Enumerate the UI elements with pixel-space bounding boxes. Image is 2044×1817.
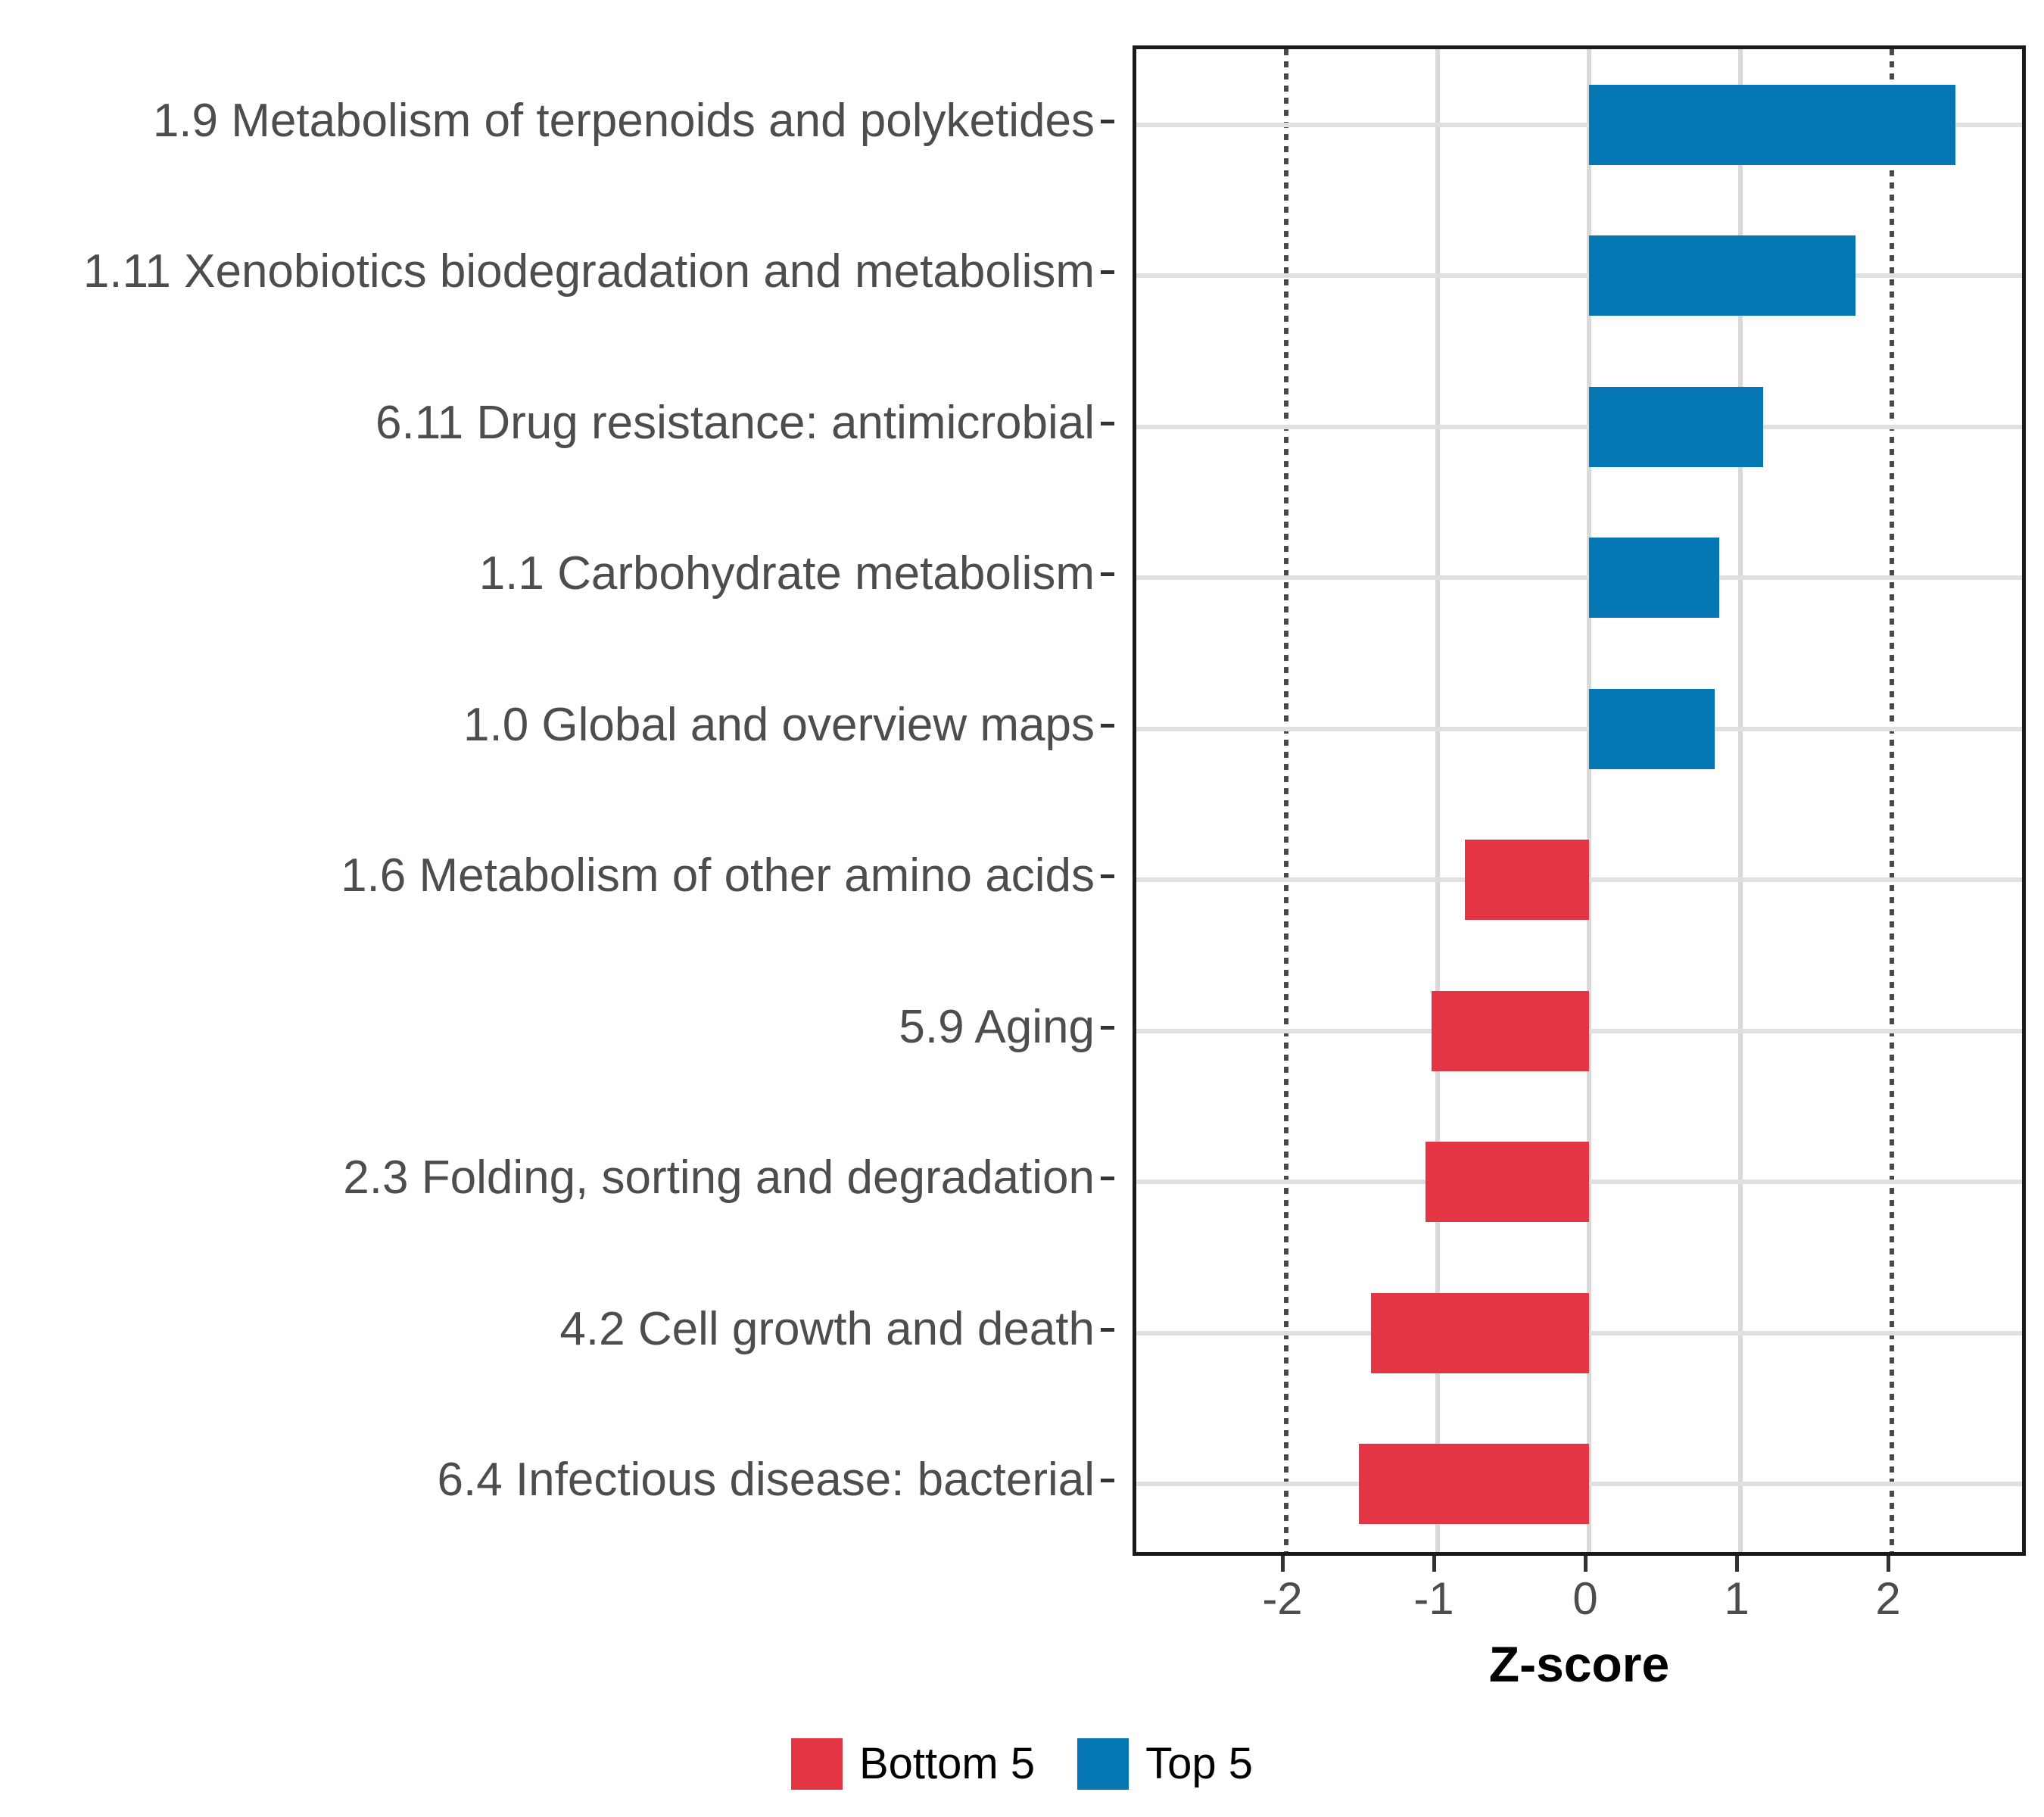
- reference-line: [1890, 49, 1894, 1552]
- y-axis-tick-label: 6.4 Infectious disease: bacterial: [437, 1454, 1095, 1507]
- y-axis-tick-mark: [1101, 874, 1114, 879]
- x-axis-tick-mark: [1281, 1556, 1285, 1572]
- bar[interactable]: [1589, 538, 1719, 619]
- y-axis-tick-mark: [1101, 119, 1114, 123]
- reference-line: [1284, 49, 1288, 1552]
- x-axis-tick-mark: [1887, 1556, 1890, 1572]
- horizontal-gridline: [1136, 726, 2022, 731]
- x-axis-tick-mark: [1432, 1556, 1436, 1572]
- horizontal-gridline: [1136, 575, 2022, 581]
- legend-swatch: [790, 1738, 843, 1790]
- y-axis-tick: 4.2 Cell growth and death: [0, 1302, 1114, 1355]
- y-axis-tick-mark: [1101, 1327, 1114, 1332]
- legend-label: Top 5: [1145, 1739, 1253, 1788]
- y-axis-tick: 6.11 Drug resistance: antimicrobial: [0, 396, 1114, 449]
- bar[interactable]: [1465, 840, 1589, 921]
- y-axis-tick-mark: [1101, 1479, 1114, 1483]
- x-axis-tick-label: 1: [1724, 1573, 1750, 1624]
- y-axis-tick-mark: [1101, 723, 1114, 728]
- y-axis-tick: 6.4 Infectious disease: bacterial: [0, 1457, 1114, 1504]
- x-axis: -2 -1 0 1 2: [1133, 1556, 2026, 1647]
- bar[interactable]: [1589, 688, 1715, 769]
- y-axis-tick-label: 1.11 Xenobiotics biodegradation and meta…: [83, 245, 1095, 298]
- bar[interactable]: [1589, 235, 1855, 316]
- x-axis-tick-mark: [1584, 1556, 1588, 1572]
- y-axis-tick-label: 1.0 Global and overview maps: [463, 698, 1095, 751]
- legend-label: Bottom 5: [858, 1739, 1036, 1788]
- x-axis-title: Z-score: [1488, 1636, 1670, 1692]
- vertical-gridline: [1738, 49, 1743, 1552]
- y-axis-tick: 1.6 Metabolism of other amino acids: [0, 852, 1114, 899]
- legend-item[interactable]: Top 5: [1077, 1738, 1253, 1790]
- vertical-gridline: [1435, 49, 1440, 1552]
- y-axis-tick-mark: [1101, 1177, 1114, 1181]
- bar[interactable]: [1589, 386, 1763, 467]
- y-axis-tick: 1.0 Global and overview maps: [0, 698, 1114, 751]
- bar[interactable]: [1426, 1142, 1589, 1223]
- bar[interactable]: [1432, 990, 1589, 1071]
- y-axis-tick-mark: [1101, 270, 1114, 275]
- x-axis-tick-label: -1: [1413, 1573, 1454, 1624]
- x-axis-tick-label: 2: [1875, 1573, 1901, 1624]
- y-axis-tick-label: 2.3 Folding, sorting and degradation: [343, 1152, 1095, 1205]
- bar[interactable]: [1359, 1444, 1589, 1525]
- y-axis-tick-label: 1.6 Metabolism of other amino acids: [341, 849, 1095, 902]
- y-axis-tick-mark: [1101, 572, 1114, 577]
- y-axis-tick-label: 1.1 Carbohydrate metabolism: [478, 547, 1095, 600]
- horizontal-gridline: [1136, 273, 2022, 279]
- chart-legend: Bottom 5 Top 5: [0, 1726, 2044, 1802]
- x-axis-tick-label: 0: [1572, 1573, 1598, 1624]
- horizontal-gridline: [1136, 122, 2022, 127]
- y-axis-labels: 1.9 Metabolism of terpenoids and polyket…: [0, 45, 1114, 1556]
- y-axis-tick-mark: [1101, 421, 1114, 425]
- x-axis-tick-mark: [1735, 1556, 1739, 1572]
- y-axis-tick-label: 6.11 Drug resistance: antimicrobial: [375, 396, 1095, 449]
- y-axis-tick: 1.11 Xenobiotics biodegradation and meta…: [0, 248, 1114, 295]
- y-axis-tick-mark: [1101, 1025, 1114, 1030]
- y-axis-tick: 1.9 Metabolism of terpenoids and polyket…: [0, 94, 1114, 147]
- bar[interactable]: [1589, 84, 1955, 165]
- y-axis-tick-label: 1.9 Metabolism of terpenoids and polyket…: [152, 94, 1095, 147]
- y-axis-tick-label: 4.2 Cell growth and death: [559, 1302, 1095, 1355]
- y-axis-tick: 2.3 Folding, sorting and degradation: [0, 1155, 1114, 1201]
- plot-panel: [1133, 45, 2026, 1556]
- vertical-gridline: [1587, 49, 1591, 1552]
- bar[interactable]: [1371, 1292, 1589, 1373]
- x-axis-tick-label: -2: [1262, 1573, 1303, 1624]
- legend-item[interactable]: Bottom 5: [790, 1738, 1036, 1790]
- y-axis-tick: 5.9 Aging: [0, 1000, 1114, 1053]
- y-axis-tick-label: 5.9 Aging: [899, 1000, 1095, 1053]
- y-axis-tick: 1.1 Carbohydrate metabolism: [0, 550, 1114, 597]
- legend-swatch: [1077, 1738, 1129, 1790]
- horizontal-gridline: [1136, 424, 2022, 429]
